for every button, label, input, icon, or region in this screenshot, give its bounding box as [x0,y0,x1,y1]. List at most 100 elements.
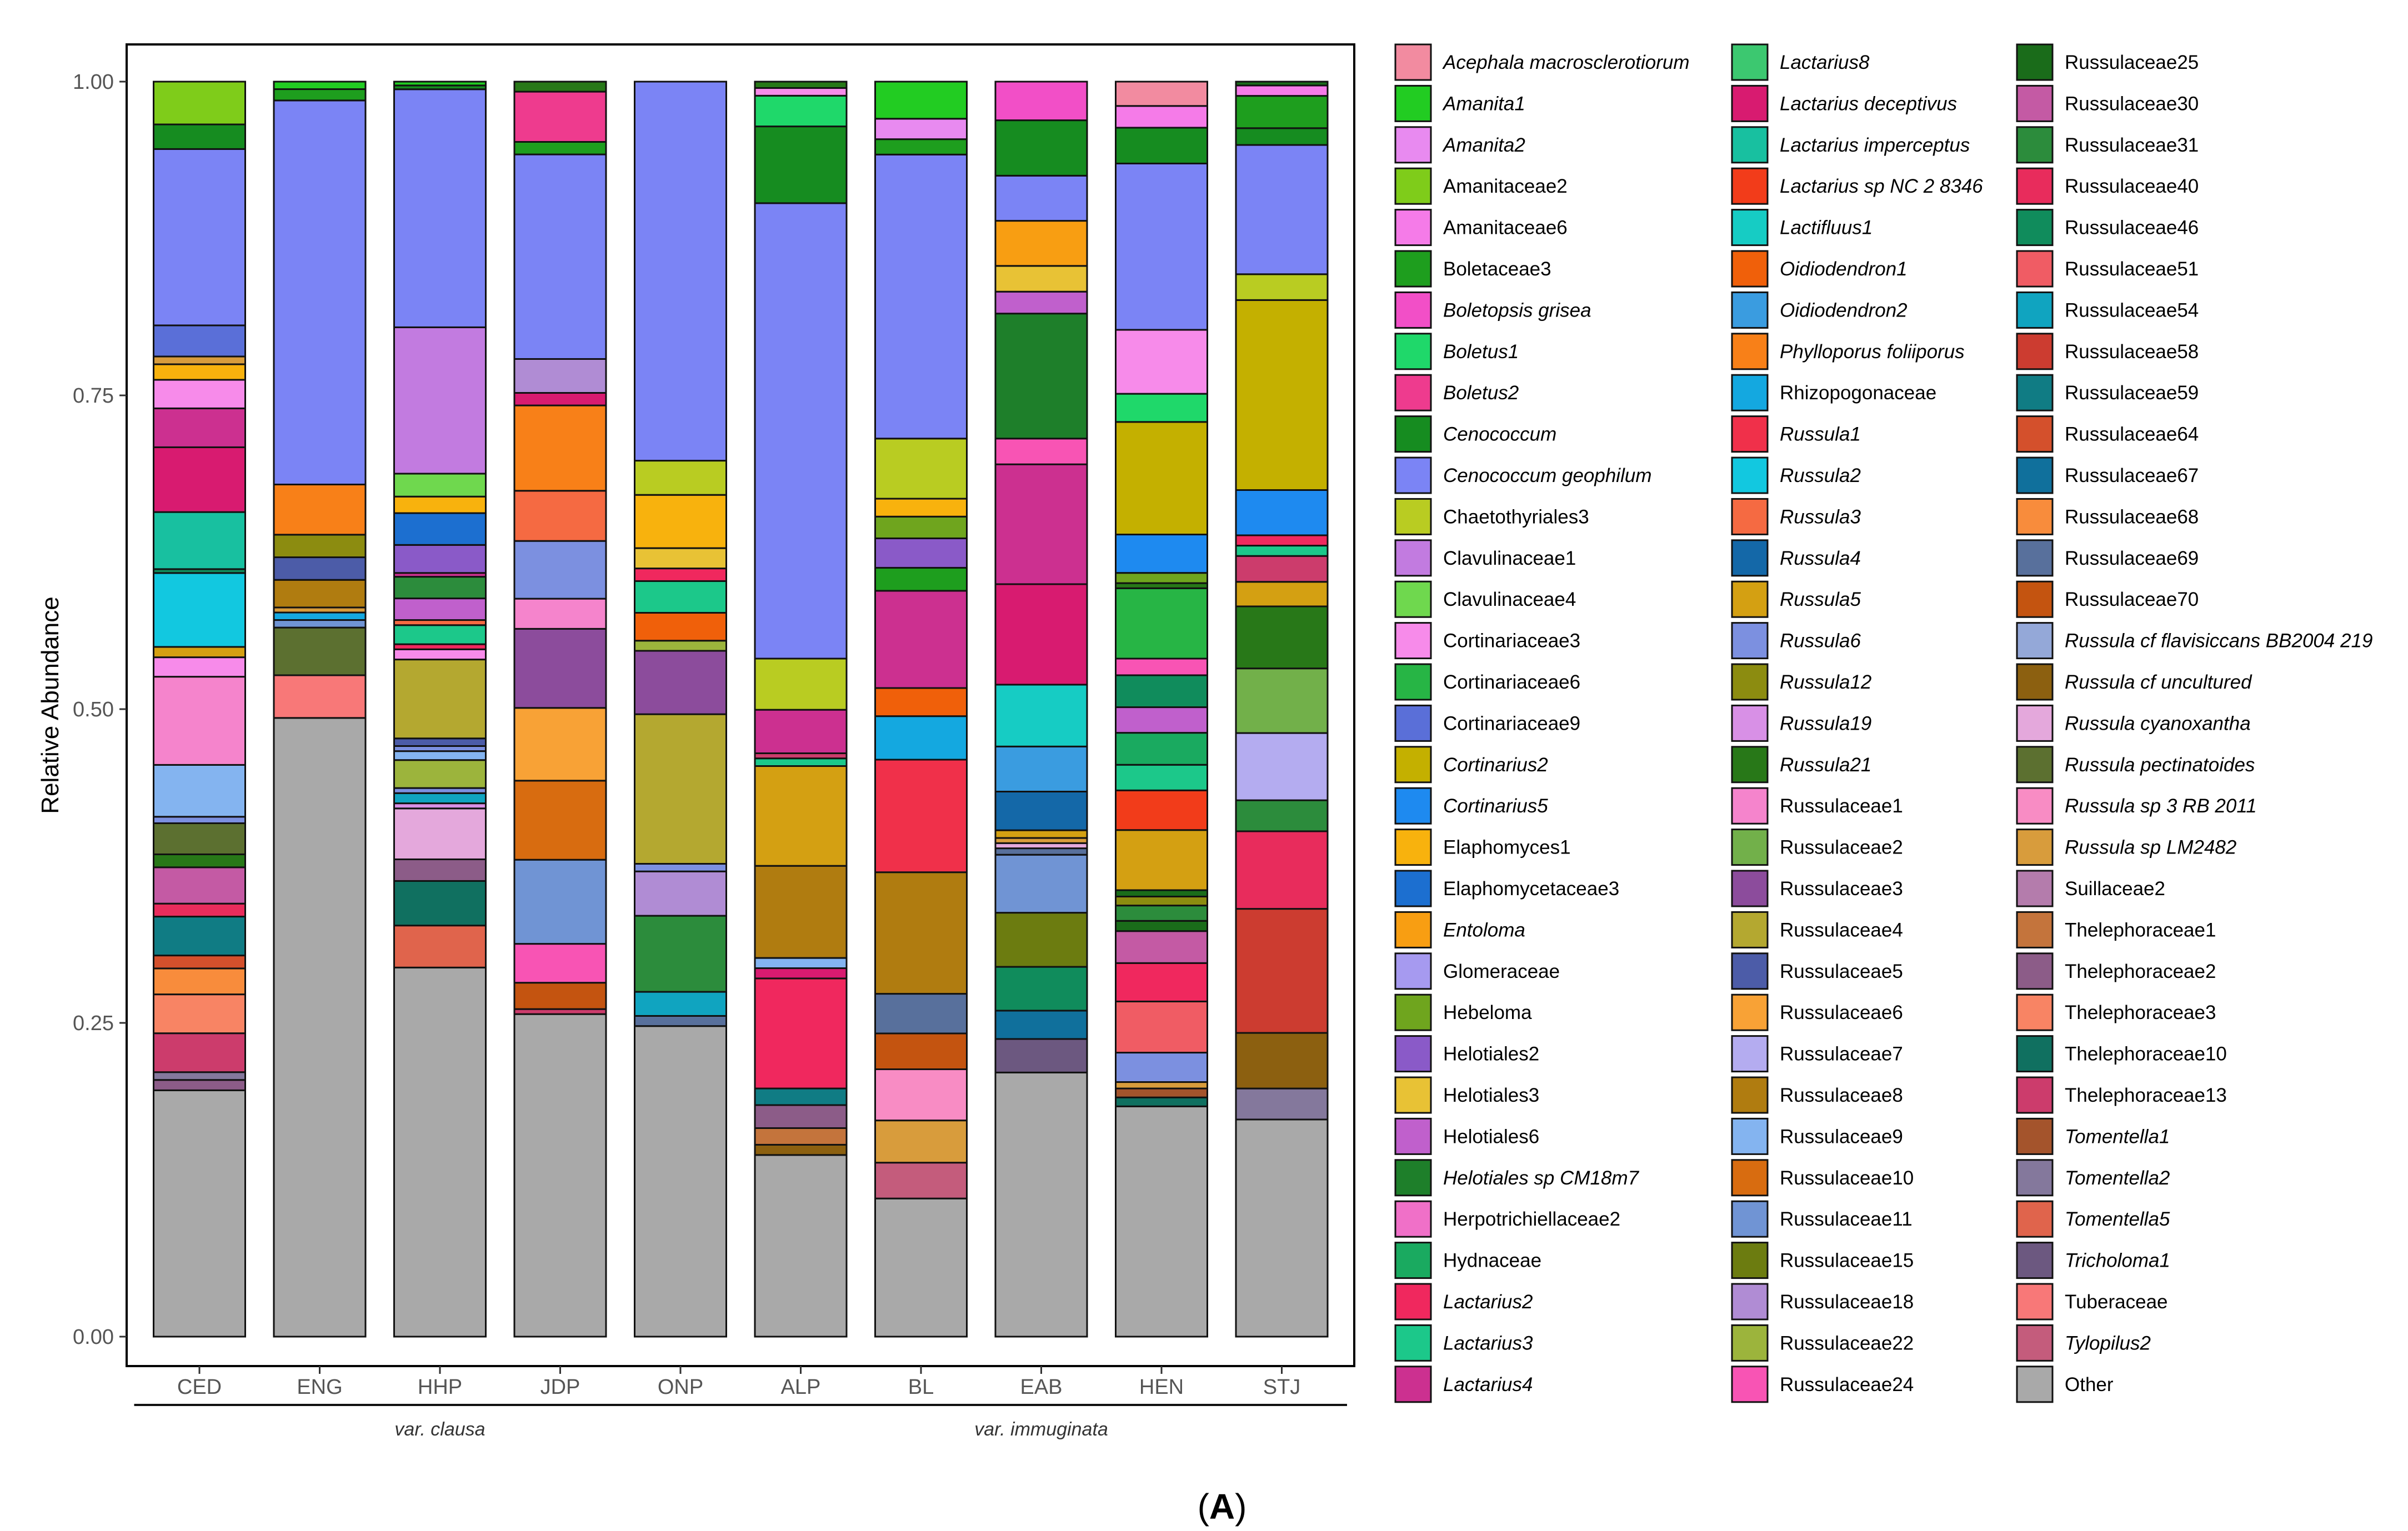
legend-key [1731,498,1769,535]
legend-key [1731,911,1769,948]
bar-segment [994,791,1088,831]
bar-segment [513,140,607,155]
y-tick-label: 0.75 [73,384,114,408]
bar-segment [994,265,1088,293]
legend-key [2016,291,2054,329]
legend-label: Elaphomycetaceae3 [1443,878,1619,900]
legend-label: Russulaceae8 [1780,1085,1903,1106]
legend-label: Russulaceae46 [2065,217,2199,239]
legend-label: Russula3 [1780,506,1861,528]
bar-segment [393,88,487,328]
legend-label: Russulaceae1 [1780,795,1903,817]
legend-key [1394,84,1432,122]
bar-segment [1235,667,1329,734]
bar-segment [513,81,607,93]
bar-segment [1115,1087,1208,1098]
legend-key [2016,415,2054,453]
bar-segment [153,572,246,648]
bar-segment [1235,732,1329,801]
legend-label: Boletaceae3 [1443,258,1551,280]
bar-segment [153,1089,246,1338]
x-tick-label: ENG [297,1376,342,1399]
legend-key [2016,1242,2054,1279]
bar-segment [153,148,246,327]
bar-segment [273,626,367,676]
legend-key [1731,415,1769,453]
legend-key [2016,1324,2054,1362]
legend-label: Hebeloma [1443,1002,1532,1023]
legend-label: Elaphomyces1 [1443,837,1571,859]
legend-label: Russula cf uncultured [2065,671,2252,693]
bar-segment [273,88,367,102]
bar-segment [754,81,848,89]
legend-label: Russula6 [1780,630,1861,652]
bar-segment [1115,572,1208,584]
bar-segment [1115,1052,1208,1083]
bar-segment [994,966,1088,1012]
legend-label: Acephala macrosclerotiorum [1442,52,1690,73]
legend-label: Russulaceae24 [1780,1374,1914,1396]
legend-label: Russulaceae40 [2065,175,2199,197]
bar-segment [994,81,1088,122]
x-tick-label: HHP [418,1376,462,1399]
bar-segment [754,967,848,980]
bar-segment [153,866,246,905]
bar-segment [1115,534,1208,574]
legend-key [2016,333,2054,370]
legend-key [1731,746,1769,784]
bar-segment [153,324,246,358]
bar-segment [874,1162,968,1199]
legend-key [2016,167,2054,205]
legend-key [1731,1283,1769,1321]
legend-key [1731,1159,1769,1197]
bar-segment [393,326,487,475]
legend-label: Russula5 [1780,589,1861,610]
legend-label: Amanitaceae6 [1443,217,1568,239]
bar-segment [153,407,246,448]
bar-segment [273,579,367,609]
legend-key [1731,580,1769,618]
legend-key [1731,291,1769,329]
bar-segment [1115,764,1208,791]
bar-segment [1115,1105,1208,1338]
legend-label: Cortinarius2 [1443,754,1548,776]
legend-key [1394,333,1432,370]
bar-segment [634,81,727,462]
legend-label: Russulaceae64 [2065,424,2199,445]
bar-segment [994,854,1088,914]
bar-segment [1235,273,1329,301]
bar-segment [513,490,607,542]
legend-key [1731,1366,1769,1403]
legend-key [1394,993,1432,1031]
bar-segment [1115,587,1208,660]
y-tick-label: 1.00 [73,71,114,94]
bar-segment [1115,105,1208,129]
bar-segment [393,737,487,747]
legend-key [1394,126,1432,164]
bar-segment [754,202,848,660]
bar-segment [153,853,246,869]
legend-label: Amanitaceae2 [1443,175,1568,197]
bar-segment [273,81,367,91]
bar-segment [754,765,848,867]
legend-key [1731,622,1769,660]
bar-segment [393,81,487,87]
bar-segment [994,463,1088,585]
bar-segment [393,576,487,600]
legend-label: Lactarius2 [1443,1291,1533,1313]
bar-segment [1115,127,1208,164]
legend-label: Russula cyanoxantha [2065,712,2251,734]
legend-label: Tomentella2 [2065,1167,2170,1189]
legend-key [1394,43,1432,81]
bar-segment [513,153,607,360]
legend-label: Russulaceae4 [1780,919,1903,941]
bar-segment [754,1143,848,1156]
bar-segment [273,556,367,581]
group-label: var. clausa [394,1419,485,1440]
bar-segment [1235,489,1329,536]
legend-label: Russulaceae59 [2065,382,2199,404]
legend-key [1394,1117,1432,1155]
bar-segment [1235,144,1329,275]
bar-segment [513,598,607,630]
bar-segment [1115,329,1208,395]
